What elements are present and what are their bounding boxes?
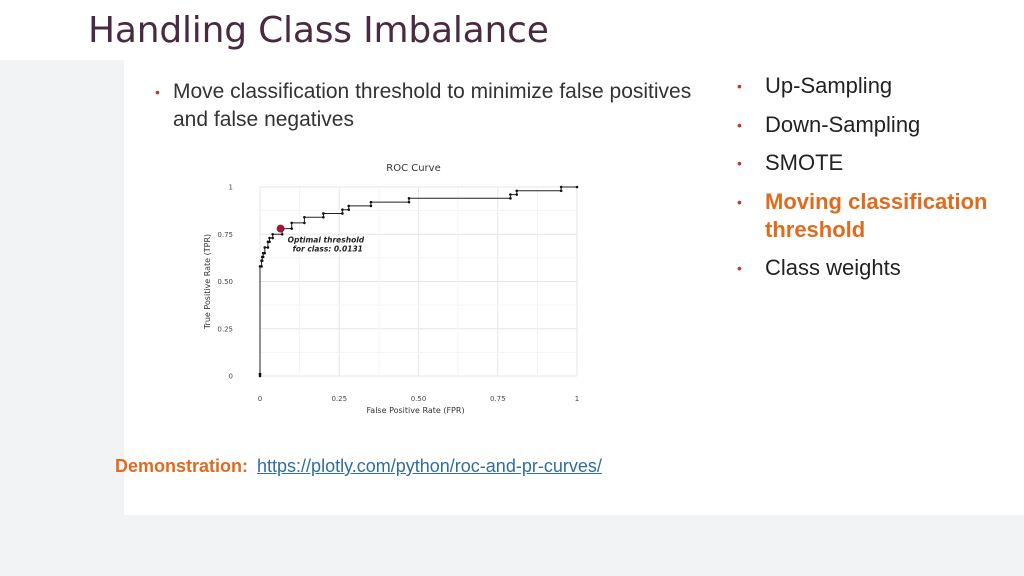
roc-point: [369, 200, 373, 204]
demonstration-link[interactable]: https://plotly.com/python/roc-and-pr-cur…: [257, 456, 602, 476]
technique-item: • Class weights: [737, 254, 1022, 282]
bullet-dot-icon: •: [737, 116, 742, 133]
roc-point: [258, 372, 262, 376]
optimal-threshold-annotation-line1: Optimal threshold: [288, 236, 365, 245]
roc-point: [260, 259, 264, 263]
roc-point: [258, 374, 262, 378]
roc-point: [268, 240, 271, 244]
roc-point: [263, 251, 267, 255]
optimal-threshold-point: [276, 224, 285, 233]
roc-point: [303, 221, 306, 225]
roc-point: [261, 255, 265, 259]
technique-label: SMOTE: [765, 150, 844, 175]
y-tick-label: 0.25: [217, 325, 233, 333]
demonstration-label: Demonstration:: [115, 456, 249, 476]
roc-curve-points: [258, 185, 579, 378]
roc-point: [509, 197, 512, 200]
roc-point: [509, 193, 512, 196]
chart-grid: [259, 186, 578, 377]
chart-title: ROC Curve: [386, 163, 440, 174]
y-tick-label: 0.50: [217, 278, 233, 286]
roc-point: [347, 204, 351, 208]
chart-axes: 0 0.25 0.50 0.75 1 0 0.25 0.50 0.75 1: [217, 184, 579, 404]
y-tick-label: 0.75: [217, 231, 233, 239]
roc-point: [271, 236, 274, 240]
x-tick-label: 1: [575, 395, 579, 403]
roc-point: [280, 232, 284, 236]
x-tick-label: 0.25: [331, 395, 347, 403]
chart-y-axis-label: True Positive Rate (TPR): [203, 234, 212, 330]
roc-point: [515, 193, 519, 196]
y-tick-label: 0: [229, 373, 233, 381]
roc-point: [341, 208, 344, 211]
bullet-dot-icon: •: [737, 193, 742, 210]
roc-point: [266, 246, 270, 249]
bullet-dot-icon: •: [737, 155, 742, 171]
roc-point: [559, 189, 563, 193]
roc-point: [290, 221, 293, 225]
technique-item: • Up-Sampling: [737, 72, 1022, 100]
roc-point: [407, 200, 411, 204]
slide-header-area: [0, 0, 1024, 60]
roc-point: [341, 212, 344, 215]
bullet-dot-icon: •: [155, 84, 160, 100]
chart-x-axis-label: False Positive Rate (FPR): [366, 406, 464, 415]
bullet-dot-icon: •: [737, 260, 742, 276]
roc-point: [290, 227, 293, 230]
roc-point: [575, 185, 579, 189]
roc-chart: 0 0.25 0.50 0.75 1 0 0.25 0.50 0.75 1 ROC Curve F…: [203, 163, 579, 415]
demonstration-line: Demonstration: https://plotly.com/python…: [115, 456, 602, 477]
x-tick-label: 0.50: [411, 395, 427, 403]
roc-point: [322, 212, 325, 215]
roc-point: [260, 265, 263, 268]
roc-point: [515, 189, 519, 193]
roc-point: [268, 236, 271, 240]
y-tick-label: 1: [229, 184, 233, 192]
slide-title: Handling Class Imbalance: [88, 10, 549, 51]
left-bullet: • Move classification threshold to minim…: [155, 78, 693, 134]
technique-item: • SMOTE: [737, 149, 1022, 177]
roc-point: [263, 246, 267, 249]
roc-point: [369, 204, 373, 208]
bullet-dot-icon: •: [737, 78, 742, 94]
content-panel: [124, 60, 1024, 515]
technique-label: Moving classification threshold: [765, 188, 988, 242]
technique-item: • Down-Sampling: [737, 111, 1022, 139]
roc-point: [407, 197, 411, 200]
technique-label: Down-Sampling: [765, 111, 921, 137]
technique-item-highlighted: • Moving classification threshold: [737, 188, 1022, 244]
roc-point: [559, 185, 563, 189]
roc-point: [271, 232, 274, 236]
roc-point: [347, 208, 351, 211]
optimal-threshold-annotation-line2: for class: 0.0131: [293, 245, 363, 254]
left-bullet-text: Move classification threshold to minimiz…: [173, 80, 692, 131]
x-tick-label: 0.75: [490, 395, 506, 403]
technique-label: Class weights: [765, 255, 901, 280]
x-tick-label: 0: [258, 395, 262, 403]
roc-point: [303, 215, 306, 219]
technique-label: Up-Sampling: [765, 73, 893, 98]
roc-point: [322, 215, 325, 219]
technique-list: • Up-Sampling • Down-Sampling • SMOTE • Movi…: [737, 72, 1022, 293]
